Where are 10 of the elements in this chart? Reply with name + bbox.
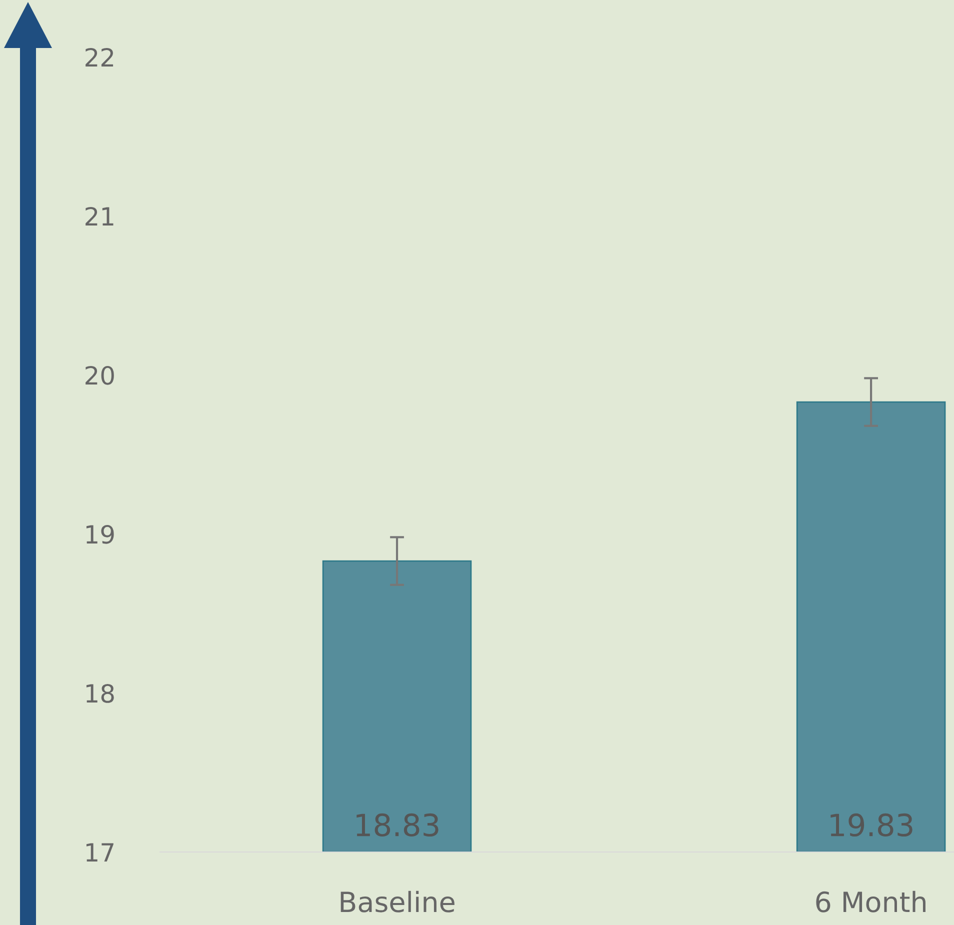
y-tick-label: 21 [86,206,114,226]
data-label: 18.83 [356,813,438,837]
y-tick-label: 17 [86,843,114,862]
data-label: 19.83 [830,813,912,837]
x-tick-label: 6 Month [816,890,926,912]
y-tick-label: 18 [86,684,114,703]
y-tick-label: 19 [86,524,114,544]
x-tick-label: Baseline [340,890,454,912]
y-tick-label: 20 [86,366,114,385]
y-tick-label: 22 [86,48,114,66]
